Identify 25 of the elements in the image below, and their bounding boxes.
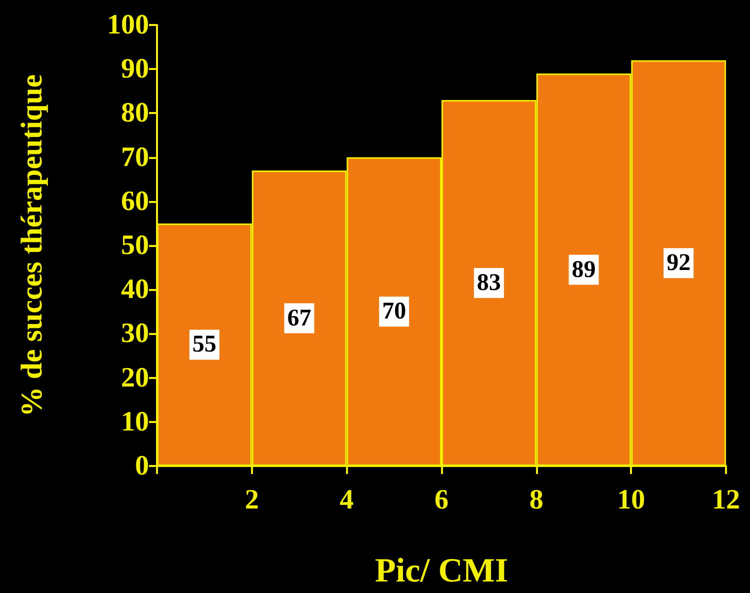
x-tick-label: 4: [340, 484, 354, 516]
x-tick-label: 2: [244, 484, 259, 516]
x-tick-label: 12: [712, 484, 740, 516]
data-label: 83: [476, 270, 501, 296]
x-tick-label: 10: [617, 484, 646, 516]
data-label: 92: [666, 250, 691, 276]
data-label: 55: [192, 332, 216, 358]
x-tick-label: 8: [529, 484, 544, 516]
y-tick-label: 30: [121, 318, 149, 350]
data-label: 70: [382, 298, 406, 325]
y-tick-label: 10: [121, 406, 149, 438]
y-tick-label: 40: [121, 274, 149, 306]
y-tick-label: 90: [121, 54, 149, 85]
y-tick-label: 60: [121, 186, 149, 217]
x-axis-title: Pic/ CMI: [374, 552, 508, 590]
y-tick-label: 20: [121, 362, 149, 394]
x-tick-label: 6: [434, 484, 448, 516]
y-tick-label: 50: [121, 230, 149, 261]
y-tick-label: 0: [135, 450, 149, 482]
data-label: 89: [572, 256, 596, 283]
y-tick-label: 80: [121, 98, 149, 129]
data-label: 67: [287, 305, 312, 332]
y-tick-label: 100: [107, 10, 149, 40]
y-axis-title: % de succes thérapeutique: [16, 74, 48, 417]
y-tick-label: 70: [121, 142, 149, 173]
